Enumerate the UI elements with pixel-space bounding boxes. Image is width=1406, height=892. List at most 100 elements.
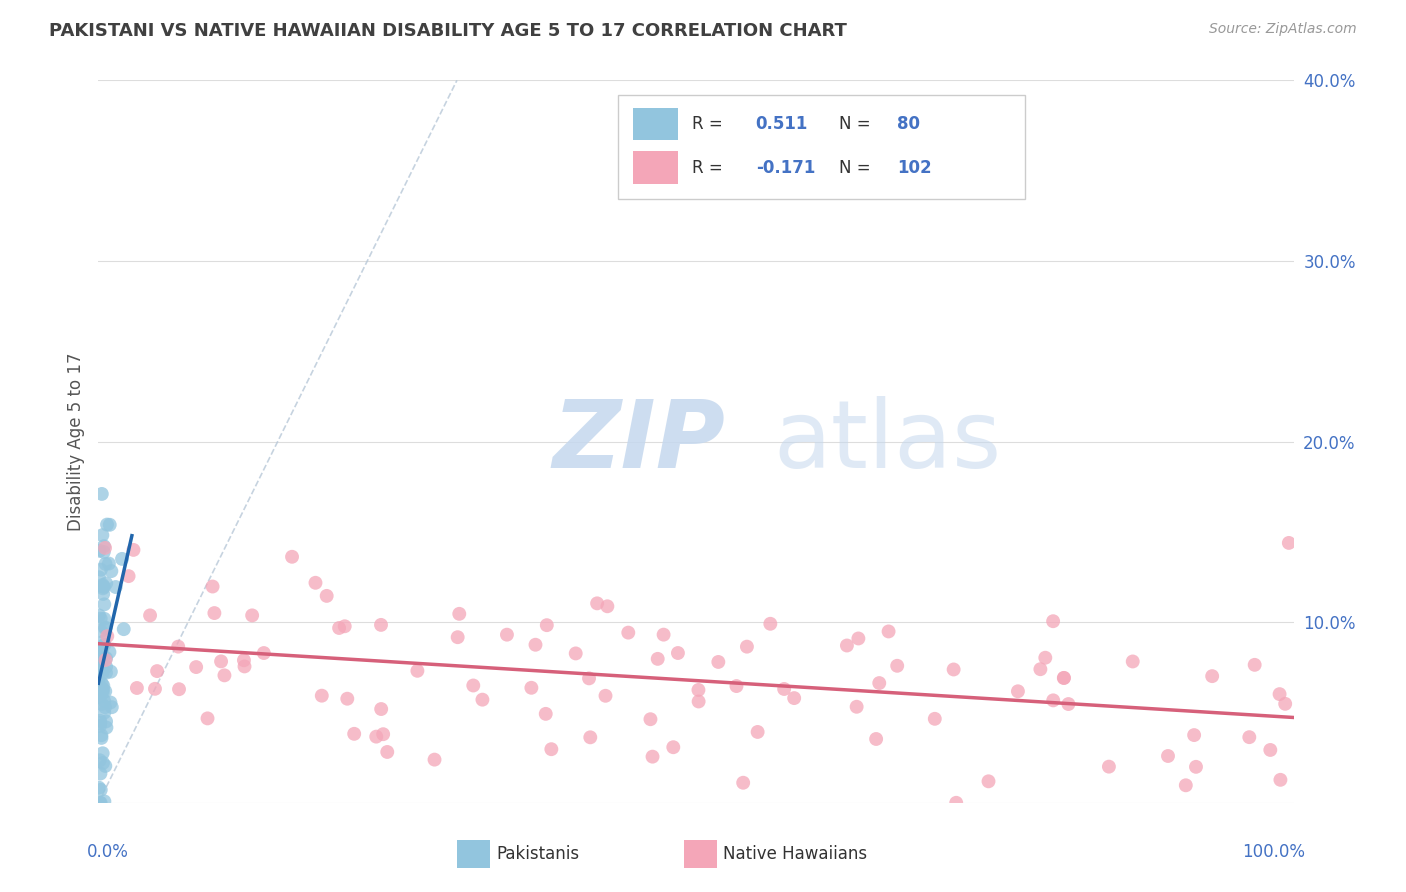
Point — [375, 745, 398, 759]
Point — [101, 700, 124, 714]
Point — [90, 663, 112, 677]
Point — [94, 621, 117, 635]
Bar — [633, 151, 678, 184]
Point — [647, 652, 669, 666]
Point — [89, 714, 111, 728]
Point — [662, 740, 685, 755]
Point — [87, 648, 110, 663]
Point — [89, 753, 111, 767]
Point — [146, 664, 169, 678]
Point — [336, 691, 359, 706]
Point — [98, 645, 121, 659]
Point — [1274, 697, 1296, 711]
Text: 0.511: 0.511 — [756, 115, 808, 133]
Point — [93, 545, 115, 559]
Point — [90, 731, 112, 745]
Text: N =: N = — [839, 115, 876, 133]
Point — [89, 663, 111, 677]
Point — [93, 706, 115, 720]
Point — [463, 678, 485, 692]
Text: PAKISTANI VS NATIVE HAWAIIAN DISABILITY AGE 5 TO 17 CORRELATION CHART: PAKISTANI VS NATIVE HAWAIIAN DISABILITY … — [49, 22, 846, 40]
Point — [90, 697, 112, 711]
Point — [93, 638, 115, 652]
Point — [89, 686, 111, 700]
Point — [90, 624, 112, 638]
Point — [112, 622, 135, 636]
Point — [370, 702, 392, 716]
Point — [93, 598, 115, 612]
Point — [735, 640, 758, 654]
Point — [1201, 669, 1223, 683]
Point — [117, 569, 139, 583]
Text: 0.0%: 0.0% — [87, 843, 128, 861]
Point — [942, 663, 965, 677]
Point — [1174, 778, 1197, 792]
Point — [90, 782, 112, 797]
Point — [201, 580, 224, 594]
Point — [1243, 657, 1265, 672]
Point — [406, 664, 429, 678]
Point — [90, 657, 112, 671]
Point — [90, 642, 112, 657]
Text: atlas: atlas — [773, 395, 1002, 488]
Point — [93, 650, 115, 665]
Point — [688, 682, 710, 697]
Point — [596, 599, 619, 614]
Point — [91, 578, 114, 592]
Point — [579, 731, 602, 745]
Point — [98, 517, 121, 532]
Point — [91, 666, 114, 681]
Point — [595, 689, 617, 703]
Point — [564, 647, 586, 661]
Point — [100, 696, 122, 710]
Point — [1239, 730, 1261, 744]
Point — [773, 681, 796, 696]
Bar — [685, 840, 717, 868]
Point — [143, 681, 166, 696]
Point — [94, 651, 117, 665]
Bar — [457, 840, 491, 868]
Point — [96, 721, 118, 735]
Point — [96, 576, 118, 591]
Point — [93, 794, 115, 808]
Point — [90, 612, 112, 626]
Point — [89, 640, 111, 655]
Point — [725, 679, 748, 693]
Point — [578, 671, 600, 685]
Point — [1029, 662, 1052, 676]
Point — [1157, 749, 1180, 764]
Point — [641, 749, 664, 764]
Point — [93, 539, 115, 553]
Point — [91, 686, 114, 700]
Point — [1185, 760, 1208, 774]
Point — [209, 654, 232, 668]
Point — [94, 684, 117, 698]
Point — [868, 676, 890, 690]
Point — [89, 683, 111, 698]
Point — [1007, 684, 1029, 698]
Point — [91, 679, 114, 693]
Bar — [633, 108, 678, 140]
Point — [1258, 743, 1281, 757]
Point — [90, 487, 112, 501]
Point — [90, 644, 112, 658]
Point — [496, 628, 519, 642]
Point — [94, 700, 117, 714]
Text: R =: R = — [692, 159, 728, 177]
Point — [87, 780, 110, 795]
Text: 102: 102 — [897, 159, 931, 177]
Point — [877, 624, 900, 639]
Point — [167, 640, 190, 654]
Point — [617, 625, 640, 640]
Point — [1122, 655, 1144, 669]
Point — [848, 632, 870, 646]
Point — [91, 587, 114, 601]
Text: N =: N = — [839, 159, 876, 177]
Point — [865, 731, 887, 746]
Point — [304, 575, 326, 590]
Point — [91, 756, 114, 770]
Point — [449, 607, 471, 621]
Point — [666, 646, 689, 660]
Point — [94, 621, 117, 635]
Point — [87, 608, 110, 623]
